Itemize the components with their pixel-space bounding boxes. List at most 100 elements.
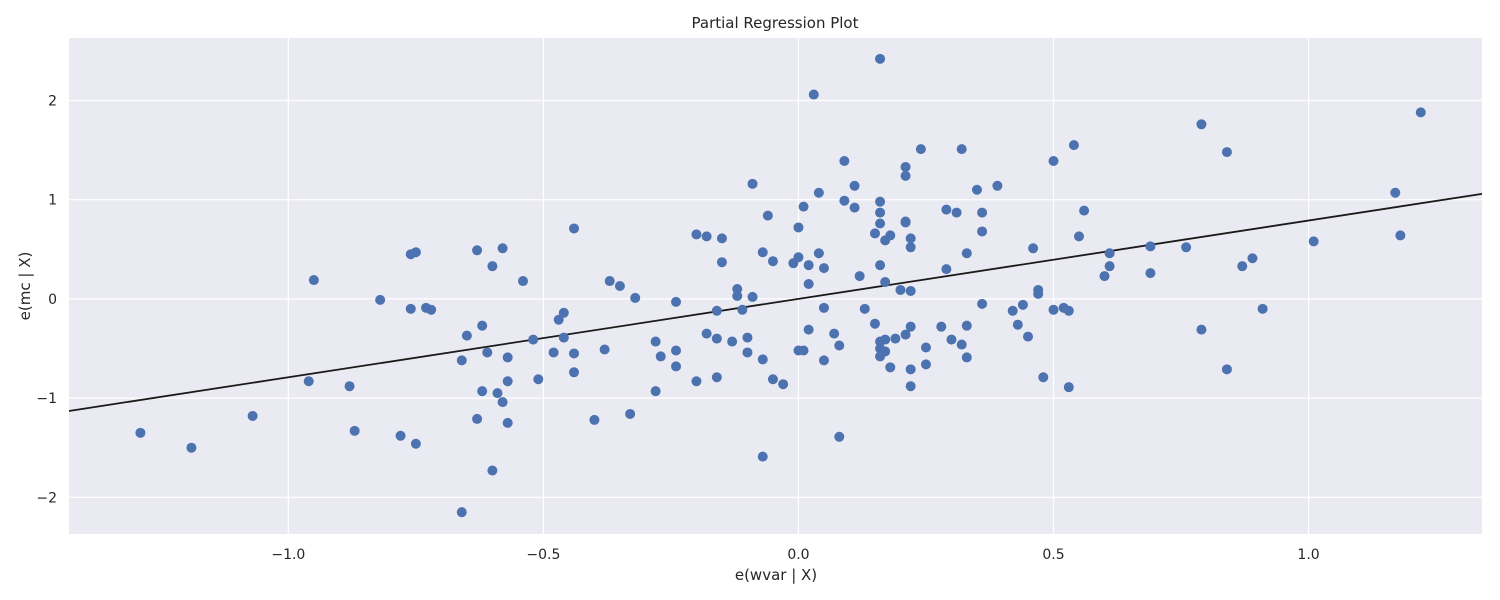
scatter-point xyxy=(895,284,906,295)
scatter-point xyxy=(839,195,850,206)
scatter-point xyxy=(977,226,988,237)
scatter-point xyxy=(655,351,666,362)
scatter-point xyxy=(502,417,513,428)
scatter-point xyxy=(701,231,712,242)
scatter-point xyxy=(977,207,988,218)
scatter-point xyxy=(900,170,911,181)
scatter-point xyxy=(961,248,972,259)
scatter-point xyxy=(737,304,748,315)
scatter-point xyxy=(1074,231,1085,242)
scatter-point xyxy=(818,263,829,274)
scatter-point xyxy=(472,245,483,256)
scatter-point xyxy=(905,242,916,253)
scatter-point xyxy=(456,507,467,518)
scatter-point xyxy=(1257,303,1268,314)
scatter-point xyxy=(1079,205,1090,216)
scatter-point xyxy=(1196,324,1207,335)
scatter-point xyxy=(1048,156,1059,167)
scatter-point xyxy=(875,196,886,207)
scatter-point xyxy=(1196,119,1207,130)
y-tick-label: −1 xyxy=(36,391,57,407)
scatter-point xyxy=(716,257,727,268)
scatter-point xyxy=(818,355,829,366)
scatter-point xyxy=(1104,248,1115,259)
x-tick-label: 0.5 xyxy=(1042,547,1064,563)
scatter-point xyxy=(900,329,911,340)
y-tick-label: −2 xyxy=(36,490,57,506)
x-tick-label: −0.5 xyxy=(526,547,560,563)
scatter-point xyxy=(671,345,682,356)
scatter-point xyxy=(477,320,488,331)
scatter-point xyxy=(1145,241,1156,252)
scatter-point xyxy=(614,281,625,291)
gridlines xyxy=(69,38,1482,534)
scatter-point xyxy=(834,431,845,442)
scatter-point xyxy=(834,340,845,351)
scatter-point xyxy=(410,438,421,449)
scatter-point xyxy=(905,381,916,392)
scatter-point xyxy=(747,291,758,302)
scatter-point xyxy=(742,332,753,343)
scatter-point xyxy=(1033,284,1044,295)
scatter-point xyxy=(395,430,406,441)
scatter-point xyxy=(604,276,615,287)
scatter-point xyxy=(956,339,967,350)
scatter-point xyxy=(936,321,947,332)
scatter-point xyxy=(553,314,564,325)
scatter-point xyxy=(839,156,850,167)
scatter-point xyxy=(671,361,682,372)
plot-area xyxy=(69,38,1482,534)
scatter-point xyxy=(456,355,467,366)
scatter-point xyxy=(1023,331,1034,342)
scatter-point xyxy=(803,324,814,335)
scatter-point xyxy=(472,413,483,424)
scatter-point xyxy=(599,344,610,355)
scatter-point xyxy=(854,271,865,282)
scatter-point xyxy=(1017,299,1028,310)
scatter-point xyxy=(303,376,314,387)
scatter-point xyxy=(849,202,860,213)
scatter-point xyxy=(1237,261,1248,272)
scatter-point xyxy=(528,334,539,345)
scatter-point xyxy=(1048,304,1059,315)
scatter-point xyxy=(1007,305,1018,316)
scatter-point xyxy=(1038,372,1049,383)
scatter-point xyxy=(727,336,738,347)
chart-title: Partial Regression Plot xyxy=(692,14,859,32)
scatter-point xyxy=(757,247,768,258)
scatter-point xyxy=(410,247,421,258)
scatter-point xyxy=(426,304,437,315)
scatter-point xyxy=(691,229,702,240)
x-tick-label: 0.0 xyxy=(787,547,809,563)
scatter-point xyxy=(569,223,580,234)
scatter-point xyxy=(747,178,758,189)
regression-fit-line xyxy=(68,192,1483,412)
scatter-point xyxy=(869,228,880,239)
scatter-point xyxy=(375,294,386,305)
scatter-point xyxy=(859,303,870,314)
scatter-point xyxy=(308,275,319,286)
scatter-point xyxy=(742,347,753,358)
scatter-point xyxy=(757,451,768,462)
scatter-point xyxy=(1308,236,1319,247)
scatter-point xyxy=(961,352,972,363)
scatter-point xyxy=(905,285,916,296)
scatter-point xyxy=(548,347,559,358)
scatter-point xyxy=(487,261,498,272)
scatter-point xyxy=(1028,243,1039,254)
scatter-point xyxy=(502,352,513,363)
y-tick-labels: −2 −1 0 1 2 xyxy=(36,93,57,506)
scatter-point xyxy=(650,386,661,397)
scatter-point xyxy=(977,298,988,309)
scatter-point xyxy=(1012,319,1023,330)
scatter-point xyxy=(818,302,829,313)
scatter-point xyxy=(625,408,636,419)
scatter-point xyxy=(732,283,743,294)
scatter-point xyxy=(533,374,544,385)
scatter-point xyxy=(1395,230,1406,241)
scatter-point xyxy=(558,307,569,318)
scatter-point xyxy=(502,376,513,387)
scatter-point xyxy=(915,144,926,155)
scatter-point xyxy=(461,330,472,341)
